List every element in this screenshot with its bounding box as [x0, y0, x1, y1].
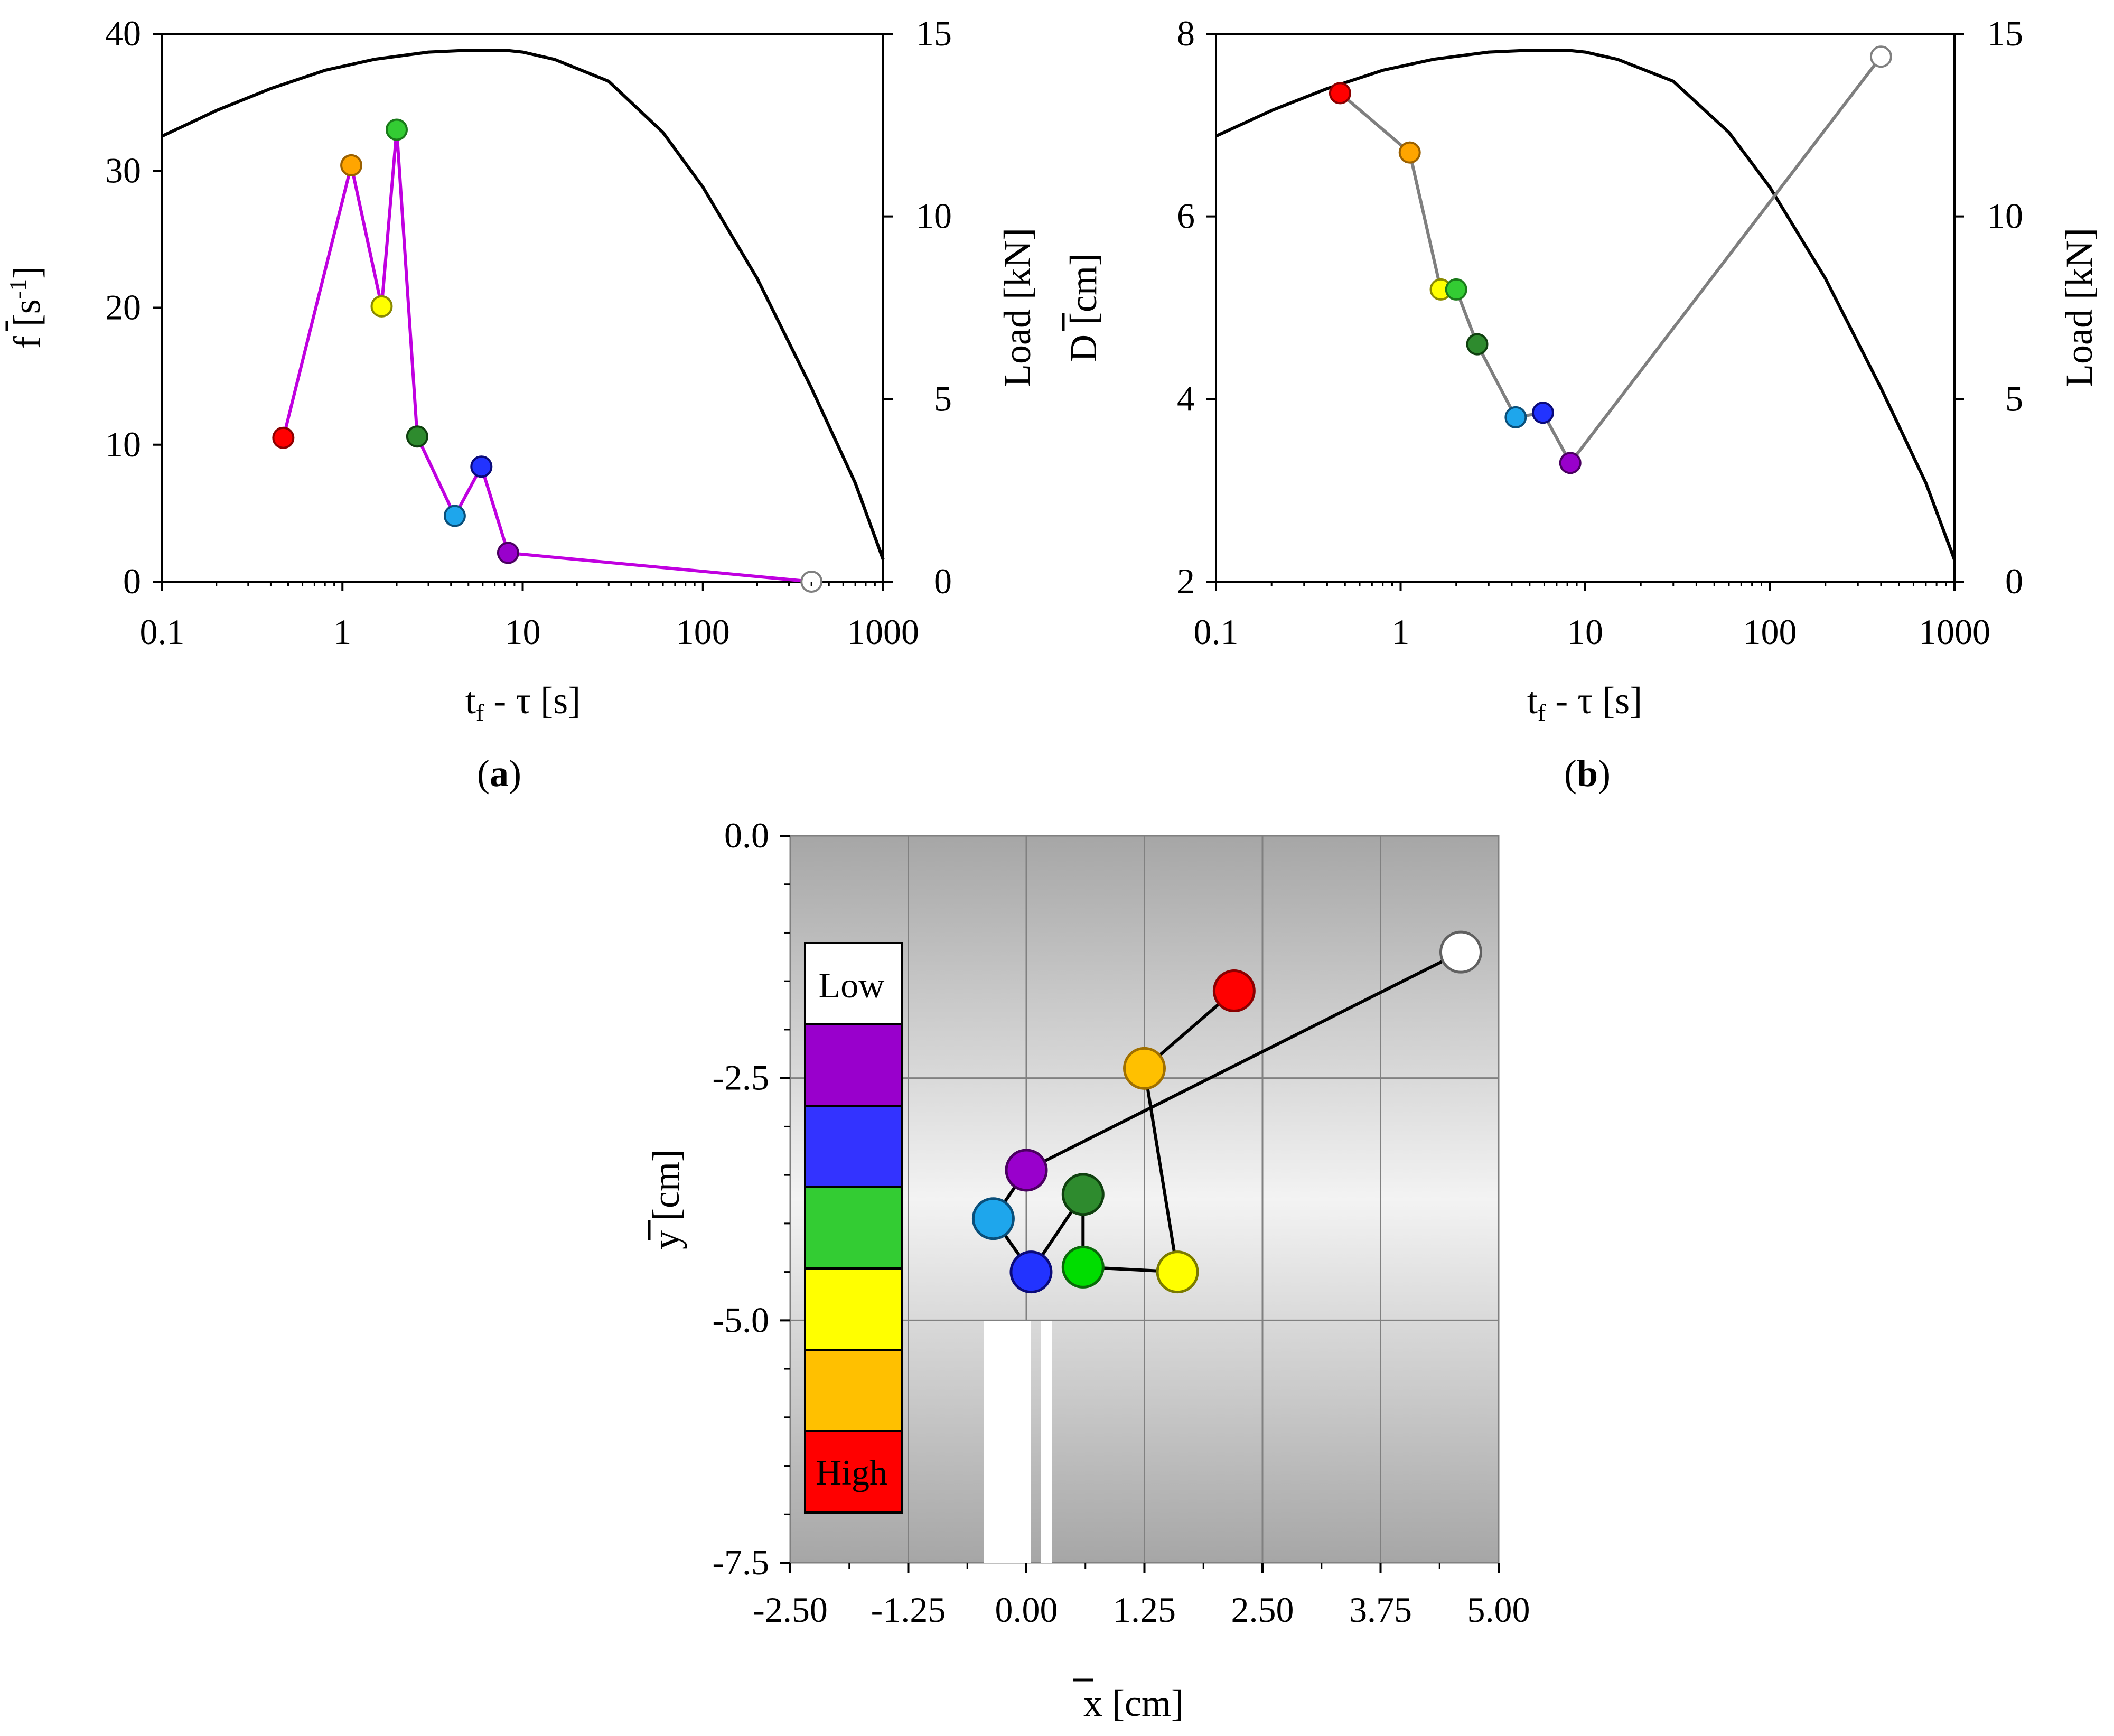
panel-a-subfigure-label: (a) [477, 752, 521, 795]
panel-b-series-line [1339, 55, 1883, 465]
panel-b-x-tick-label: 1 [1392, 612, 1410, 652]
panel-c-y-tick-label: -2.5 [712, 1058, 769, 1098]
panel-a-right-axis-title: Load [kN] [996, 228, 1039, 387]
panel-c-data-point [971, 1197, 1015, 1240]
panel-a-data-point [497, 542, 519, 564]
panel-a-x-tick-label: 10 [505, 612, 541, 652]
panel-b-x-tick-label: 10 [1567, 612, 1603, 652]
panel-a-data-point [370, 295, 393, 318]
panel-a-x-axis-title: tf - τ [s] [465, 679, 581, 726]
panel-c-data-point [1212, 969, 1256, 1013]
panel-a-y-tick-label: 40 [105, 13, 141, 53]
panel-a-x-tick-label: 1 [333, 612, 351, 652]
panel-a-series-line [282, 128, 812, 583]
panel-b-data-point [1559, 452, 1582, 474]
panel-a-plot-frame [161, 33, 884, 583]
panel-a-y-tick-label: 30 [105, 150, 141, 190]
panel-b-right-axis-title: Load [kN] [2058, 228, 2100, 387]
panel-b-y2-tick-label: 5 [2005, 378, 2023, 418]
legend-swatch [804, 1349, 903, 1432]
legend-swatch [804, 1267, 903, 1351]
panel-c-y-tick-label: -5.0 [712, 1300, 769, 1340]
panel-a-data-point [385, 118, 408, 141]
notch-shape [984, 1321, 1031, 1563]
panel-b-y2-tick-label: 10 [1987, 196, 2023, 236]
panel-b-x-tick-label: 0.1 [1194, 612, 1239, 652]
panel-c-y-tick-label: 0.0 [724, 815, 769, 855]
legend-swatch [804, 1023, 903, 1107]
svg-text:D [cm]: D [cm] [1062, 253, 1105, 362]
panel-a-y-tick-label: 0 [123, 561, 141, 601]
panel-b-x-tick-label: 1000 [1919, 612, 1990, 652]
panel-b-data-point [1329, 82, 1351, 105]
panel-b-chart: 0.1 1 10 100 1000 2 4 6 8 0 5 10 15 tf - τ [s] D [cm… [1062, 13, 2100, 795]
color-scale-legend: Low High [804, 942, 903, 1514]
legend-swatch [804, 1186, 903, 1270]
panel-c-data-point [1061, 1173, 1105, 1216]
panel-c-data-point [1061, 1245, 1105, 1289]
panel-b-y-tick-label: 2 [1177, 561, 1195, 601]
panel-a-load-curve [161, 49, 885, 561]
panel-c-x-tick-label: 1.25 [1113, 1590, 1176, 1630]
panel-c-x-tick-label: 3.75 [1349, 1590, 1412, 1630]
panel-a-x-tick-label: 100 [676, 612, 730, 652]
panel-b-data-point [1869, 45, 1892, 68]
panel-c-y-axis-title: y [cm] [645, 1149, 687, 1249]
panel-c-x-tick-label: 5.00 [1467, 1590, 1530, 1630]
panel-b-data-point [1466, 333, 1489, 356]
notch-tip [1041, 1321, 1052, 1563]
panel-c-data-point [1123, 1047, 1166, 1090]
panel-b-y2-tick-label: 15 [1987, 13, 2023, 53]
panel-b-subfigure-label: (b) [1564, 752, 1611, 795]
panel-c-chart: -2.50 -1.25 0.00 1.25 2.50 3.75 5.00 0.0 -2.5 -5.… [645, 815, 1530, 1724]
legend-low-label: Low [819, 965, 885, 1005]
panel-a-x-tick-label: 1000 [847, 612, 919, 652]
panel-a-y2-tick-label: 10 [916, 196, 952, 236]
legend-swatch [804, 942, 903, 1025]
svg-text:f [s-1]: f [s-1] [4, 266, 48, 349]
panel-b-x-axis-title: tf - τ [s] [1527, 679, 1642, 726]
panel-a-y-tick-label: 20 [105, 287, 141, 328]
panel-c-x-tick-label: 0.00 [995, 1590, 1058, 1630]
panel-a-data-point [470, 455, 493, 478]
panel-b-y-tick-label: 4 [1177, 378, 1195, 418]
panel-a-y2-tick-label: 15 [916, 13, 952, 53]
legend-swatch [804, 1105, 903, 1188]
panel-b-y2-tick-label: 0 [2005, 561, 2023, 601]
panel-b-load-curve [1215, 49, 1956, 561]
panel-c-x-tick-label: -2.50 [753, 1590, 828, 1630]
panel-c-data-point [1005, 1149, 1048, 1192]
panel-a-y2-tick-label: 0 [934, 561, 952, 601]
panel-c-data-point [1439, 930, 1482, 974]
legend-high-label: High [816, 1452, 887, 1492]
panel-a-data-point [443, 505, 466, 527]
panel-b-x-tick-label: 100 [1743, 612, 1797, 652]
panel-a-y-tick-label: 10 [105, 424, 141, 464]
panel-c-x-axis-title: x [cm] [1073, 1678, 1184, 1724]
panel-a-x-tick-label: 0.1 [140, 612, 185, 652]
panel-c-data-point [1009, 1250, 1053, 1294]
svg-text:y [cm]: y [cm] [645, 1149, 687, 1249]
panel-b-y-tick-label: 6 [1177, 196, 1195, 236]
panel-b-y-axis-title: D [cm] [1062, 253, 1105, 362]
svg-text:x [cm]: x [cm] [1083, 1682, 1184, 1724]
panel-b-data-point [1445, 278, 1467, 301]
panel-b-data-point [1504, 406, 1527, 428]
panel-a-data-point [340, 154, 363, 176]
panel-c-x-tick-label: -1.25 [871, 1590, 946, 1630]
panel-b-data-point [1398, 141, 1421, 164]
panel-b-plot-frame [1215, 33, 1956, 583]
panel-b-y-tick-label: 8 [1177, 13, 1195, 53]
panel-a-y2-tick-label: 5 [934, 378, 952, 418]
panel-c-x-tick-label: 2.50 [1231, 1590, 1294, 1630]
panel-c-data-point [1156, 1250, 1199, 1294]
panel-a-data-point [406, 425, 428, 448]
panel-a-y-axis-title: f [s-1] [4, 266, 48, 349]
panel-b-data-point [1531, 402, 1554, 424]
legend-swatch [804, 1430, 903, 1514]
panel-c-y-tick-label: -7.5 [712, 1542, 769, 1582]
panel-a-data-point [272, 426, 295, 449]
